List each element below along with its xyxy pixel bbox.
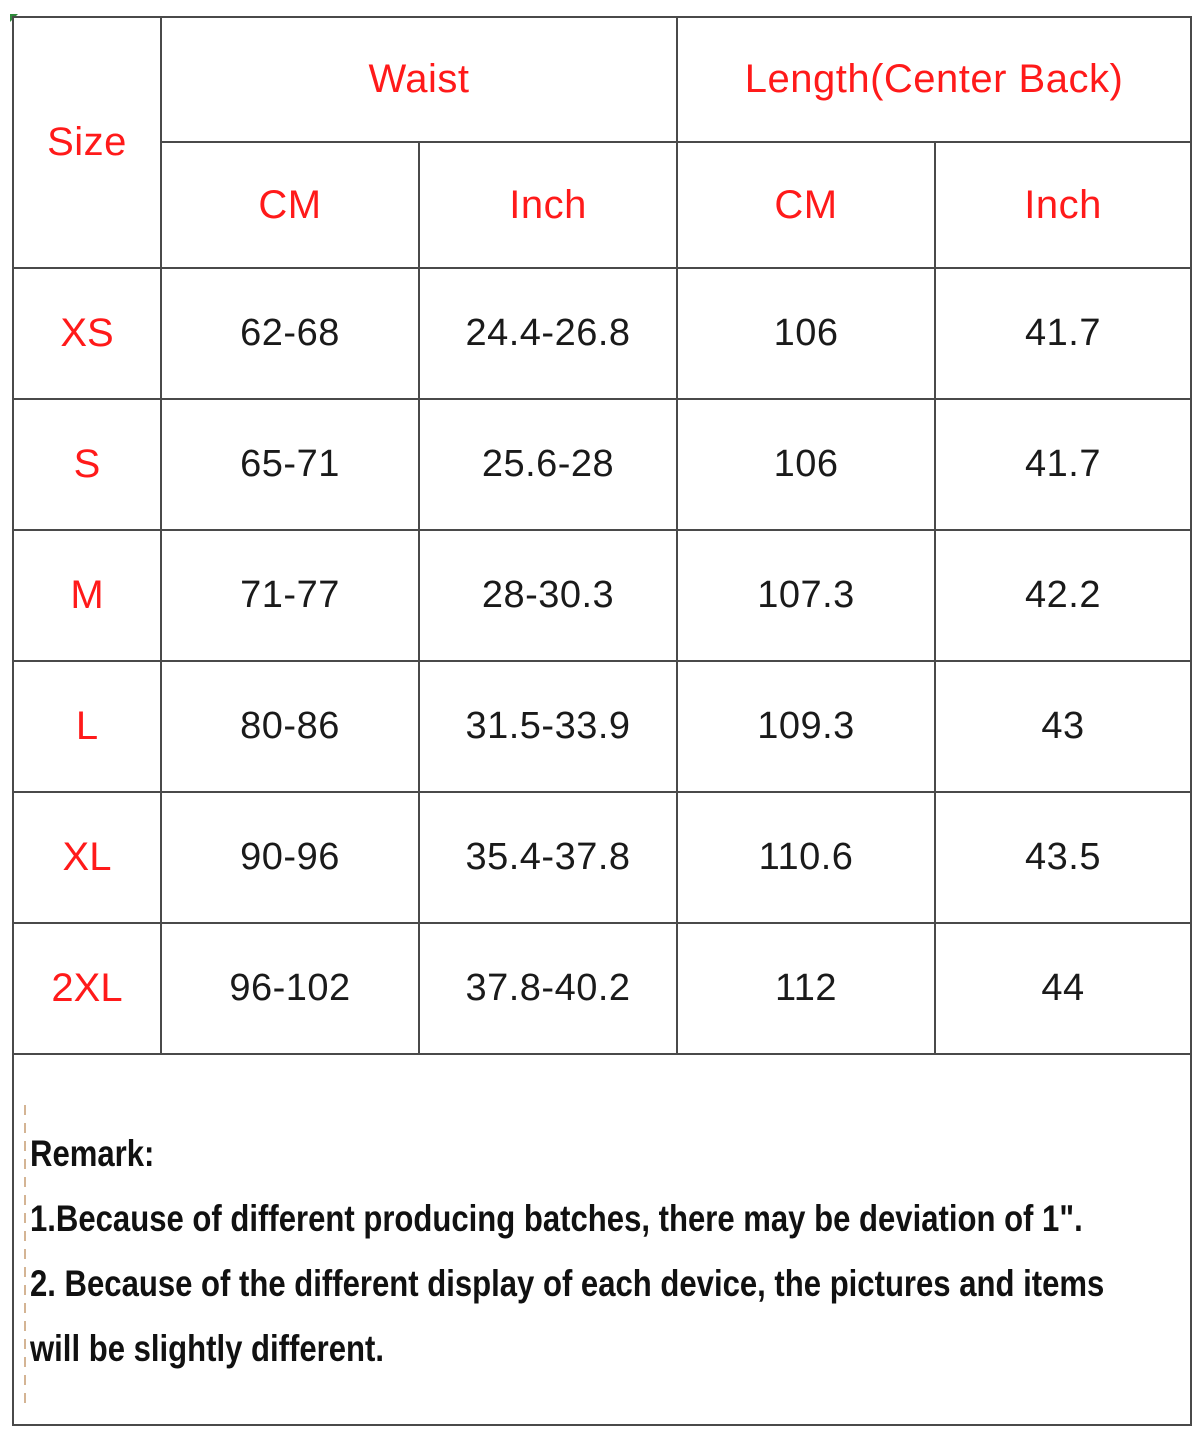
waist-cm-cell: 80-86 [160, 660, 420, 793]
remark-line-2: 2. Because of the different display of e… [30, 1263, 1105, 1304]
remark-line-3: will be slightly different. [30, 1328, 385, 1369]
size-cell: M [14, 529, 162, 662]
waist-cm-cell: 62-68 [160, 267, 420, 400]
waist-inch-cell: 37.8-40.2 [417, 922, 679, 1055]
waist-inch-cell: 28-30.3 [417, 529, 679, 662]
waist-header: Waist [159, 18, 679, 143]
size-cell: S [14, 398, 162, 531]
table-row: M 71-77 28-30.3 107.3 42.2 [14, 529, 1191, 662]
waist-cm-cell: 96-102 [160, 922, 420, 1055]
length-header: Length(Center Back) [676, 18, 1191, 143]
waist-inch-cell: 24.4-26.8 [417, 267, 679, 400]
waist-cm-header: CM [161, 141, 420, 269]
waist-cm-cell: 65-71 [160, 398, 420, 531]
size-chart: Size Waist Length(Center Back) CM Inch C… [12, 16, 1192, 1426]
length-cm-cell: 110.6 [676, 791, 937, 924]
size-cell: 2XL [14, 922, 162, 1055]
waist-inch-cell: 35.4-37.8 [417, 791, 679, 924]
remark-text: Remark: 1.Because of different producing… [30, 1121, 1104, 1381]
size-cell: L [14, 660, 162, 793]
length-cm-cell: 106 [676, 398, 937, 531]
table-row: 2XL 96-102 37.8-40.2 112 44 [14, 922, 1191, 1055]
length-inch-cell: 43.5 [934, 791, 1191, 924]
waist-cm-cell: 71-77 [160, 529, 420, 662]
header-row-groups: Size Waist Length(Center Back) [14, 18, 1191, 269]
length-cm-cell: 107.3 [676, 529, 937, 662]
waist-inch-cell: 25.6-28 [417, 398, 679, 531]
length-inch-header: Inch [934, 141, 1191, 269]
remark-title: Remark: [30, 1133, 155, 1174]
size-header: Size [14, 18, 162, 269]
length-cm-header: CM [676, 141, 937, 269]
table-row: XS 62-68 24.4-26.8 106 41.7 [14, 267, 1191, 400]
length-inch-cell: 43 [934, 660, 1191, 793]
remark-line-1: 1.Because of different producing batches… [30, 1198, 1083, 1239]
length-cm-cell: 109.3 [676, 660, 937, 793]
length-inch-cell: 41.7 [934, 398, 1191, 531]
length-inch-cell: 42.2 [934, 529, 1191, 662]
length-inch-cell: 41.7 [934, 267, 1191, 400]
remark-side-mark [24, 1105, 26, 1405]
header-row-units: CM Inch CM Inch [14, 141, 1191, 269]
waist-inch-cell: 31.5-33.9 [417, 660, 679, 793]
length-inch-cell: 44 [934, 922, 1191, 1055]
waist-cm-cell: 90-96 [160, 791, 420, 924]
size-table: Size Waist Length(Center Back) CM Inch C… [14, 18, 1191, 1055]
table-row: L 80-86 31.5-33.9 109.3 43 [14, 660, 1191, 793]
length-cm-cell: 112 [676, 922, 937, 1055]
remark-section: Remark: 1.Because of different producing… [14, 1055, 1190, 1424]
length-cm-cell: 106 [676, 267, 937, 400]
table-row: S 65-71 25.6-28 106 41.7 [14, 398, 1191, 531]
table-row: XL 90-96 35.4-37.8 110.6 43.5 [14, 791, 1191, 924]
size-cell: XS [14, 267, 162, 400]
size-cell: XL [14, 791, 162, 924]
waist-inch-header: Inch [417, 141, 679, 269]
